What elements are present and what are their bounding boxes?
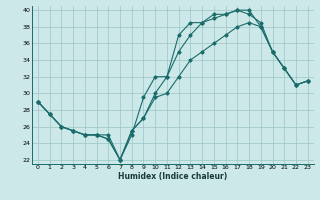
X-axis label: Humidex (Indice chaleur): Humidex (Indice chaleur) — [118, 172, 228, 181]
